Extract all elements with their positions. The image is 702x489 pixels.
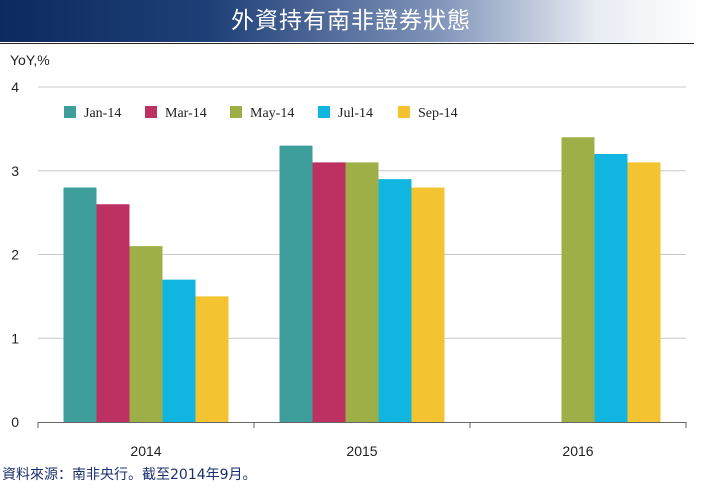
legend-swatch-sep-14 — [398, 106, 410, 118]
bar-jul-14-2015 — [378, 179, 412, 422]
legend-label: Mar-14 — [165, 106, 207, 121]
bar-chart: 0 1 2 3 4 YoY,% 2014 2015 2016 Jan-14 Mar-14 May-14… — [10, 52, 687, 459]
legend-swatch-mar-14 — [145, 106, 157, 118]
y-axis-label: YoY,% — [10, 52, 50, 68]
legend-label: Jan-14 — [84, 106, 121, 121]
title-divider — [0, 43, 694, 44]
bar-may-14-2016 — [561, 137, 595, 422]
y-tick-label: 4 — [11, 79, 19, 95]
bar-jul-14-2016 — [594, 154, 628, 422]
source-note: 資料來源：南非央行。截至2014年9月。 — [2, 467, 257, 483]
legend-swatch-may-14 — [230, 106, 242, 118]
bar-mar-14-2015 — [312, 162, 346, 422]
title-banner — [0, 0, 702, 42]
bar-sep-14-2016 — [627, 162, 661, 422]
legend-label: Jul-14 — [338, 106, 373, 121]
bar-mar-14-2014 — [96, 204, 130, 422]
y-tick-label: 1 — [11, 330, 19, 346]
bar-sep-14-2015 — [411, 187, 445, 422]
bar-jul-14-2014 — [162, 279, 196, 422]
x-tick-label: 2015 — [346, 443, 377, 459]
x-tick-label: 2014 — [130, 443, 161, 459]
y-tick-label: 3 — [11, 163, 19, 179]
bar-jan-14-2014 — [63, 187, 97, 422]
legend-label: May-14 — [250, 106, 294, 121]
legend-label: Sep-14 — [418, 106, 458, 121]
x-tick-label: 2016 — [562, 443, 593, 459]
page-title: 外資持有南非證券狀態 — [231, 8, 471, 34]
legend-swatch-jan-14 — [64, 106, 76, 118]
bar-sep-14-2014 — [195, 296, 229, 422]
bar-may-14-2014 — [129, 246, 163, 422]
legend-swatch-jul-14 — [318, 106, 330, 118]
y-tick-label: 2 — [11, 247, 19, 263]
bar-jan-14-2015 — [279, 145, 313, 422]
bar-may-14-2015 — [345, 162, 379, 422]
y-tick-label: 0 — [11, 414, 19, 430]
